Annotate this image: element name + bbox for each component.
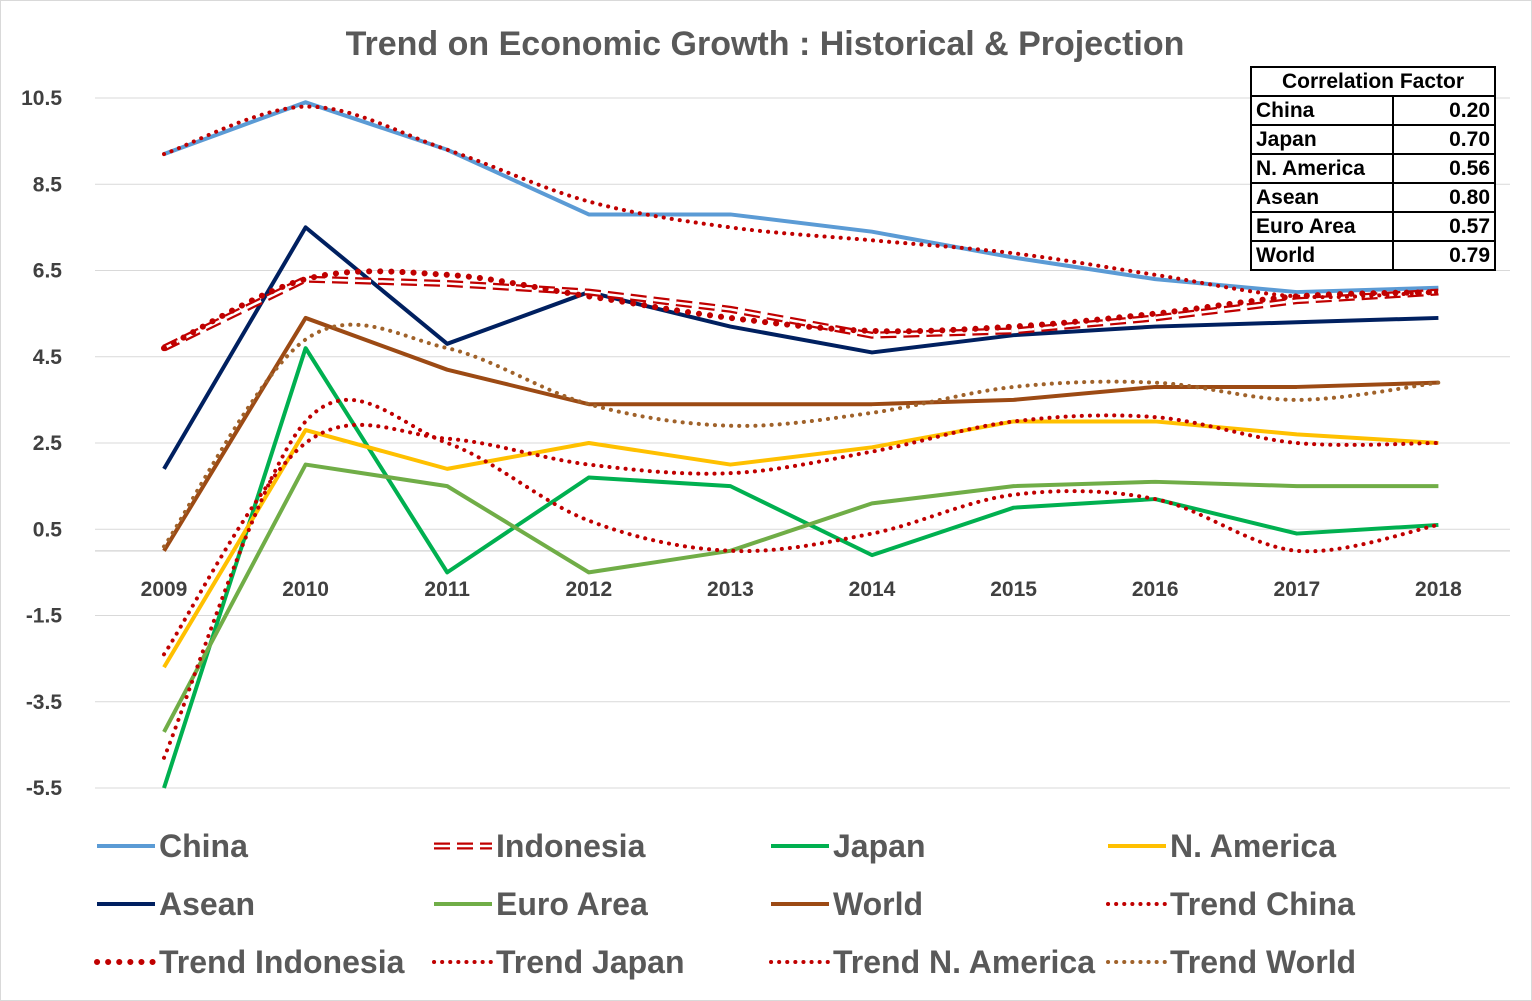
legend-label: Euro Area xyxy=(496,886,648,922)
x-tick-label: 2018 xyxy=(1415,578,1462,601)
y-tick-label: 2.5 xyxy=(33,432,63,455)
correlation-value: 0.70 xyxy=(1392,124,1496,155)
correlation-table-header: Correlation Factor xyxy=(1250,66,1496,97)
legend-label: Trend Indonesia xyxy=(159,944,405,980)
correlation-value: 0.57 xyxy=(1392,211,1496,242)
y-tick-label: 0.5 xyxy=(33,518,63,541)
y-tick-label: 8.5 xyxy=(33,173,63,196)
series-line-trend-world xyxy=(162,322,1441,549)
legend-item-japan: Japan xyxy=(771,828,925,864)
legend-label: Trend World xyxy=(1170,944,1356,980)
y-tick-label: -3.5 xyxy=(26,691,63,714)
legend: China Indonesia Japan N. America Asean Euro A… xyxy=(94,828,1356,980)
legend-item-trend-japan: Trend Japan xyxy=(432,944,685,980)
correlation-row: Euro Area 0.57 xyxy=(1250,211,1496,242)
legend-label: Indonesia xyxy=(496,828,646,864)
correlation-label: Asean xyxy=(1250,182,1394,213)
series-line-asean xyxy=(162,225,1439,470)
legend-label: Japan xyxy=(833,828,925,864)
y-tick-label: 4.5 xyxy=(33,346,63,369)
x-tick-label: 2015 xyxy=(990,578,1037,601)
series-line-japan xyxy=(162,346,1439,789)
legend-item-n-america: N. America xyxy=(1108,828,1336,864)
legend-label: Trend China xyxy=(1170,886,1355,922)
y-tick-label: -5.5 xyxy=(26,777,63,800)
x-tick-label: 2012 xyxy=(565,578,612,601)
legend-item-trend-indonesia: Trend Indonesia xyxy=(94,944,405,980)
y-tick-label: -1.5 xyxy=(26,605,63,628)
x-tick-label: 2009 xyxy=(141,578,188,601)
series-line-trend-china xyxy=(162,104,1441,300)
correlation-label: World xyxy=(1250,240,1394,271)
legend-label: World xyxy=(833,886,923,922)
x-tick-label: 2013 xyxy=(707,578,754,601)
legend-label: Trend N. America xyxy=(833,944,1095,980)
chart-title: Trend on Economic Growth : Historical & … xyxy=(346,25,1185,63)
correlation-row: World 0.79 xyxy=(1250,240,1496,271)
legend-item-world: World xyxy=(771,886,923,922)
legend-label: Asean xyxy=(159,886,255,922)
legend-item-china: China xyxy=(97,828,248,864)
legend-item-trend-china: Trend China xyxy=(1106,886,1355,922)
series-line-n-america xyxy=(162,419,1439,669)
correlation-row: Asean 0.80 xyxy=(1250,182,1496,213)
legend-item-asean: Asean xyxy=(97,886,255,922)
y-tick-label: 6.5 xyxy=(33,260,63,283)
series-line-trend-japan xyxy=(162,397,1441,760)
legend-label: Trend Japan xyxy=(496,944,685,980)
series-line-indonesia-inner xyxy=(163,277,1439,350)
correlation-table: Correlation Factor China 0.20 Japan 0.70 N… xyxy=(1250,66,1496,271)
series-line-euro-area xyxy=(162,462,1439,733)
correlation-label: Euro Area xyxy=(1250,211,1394,242)
x-tick-label: 2016 xyxy=(1132,578,1179,601)
series-line-trend-n-america xyxy=(162,413,1441,657)
legend-item-trend-n-america: Trend N. America xyxy=(769,944,1095,980)
legend-item-indonesia: Indonesia xyxy=(434,828,646,864)
y-tick-label: 10.5 xyxy=(21,87,62,110)
correlation-value: 0.80 xyxy=(1392,182,1496,213)
x-tick-label: 2014 xyxy=(849,578,896,601)
series-line-world xyxy=(162,315,1439,552)
legend-label: N. America xyxy=(1170,828,1336,864)
series-line-trend-indonesia xyxy=(161,268,1442,352)
correlation-row: N. America 0.56 xyxy=(1250,153,1496,184)
x-axis-ticks: 2009 2010 2011 2012 2013 2014 2015 2016 2017 2018 xyxy=(141,578,1462,601)
x-tick-label: 2011 xyxy=(424,578,470,601)
y-axis-ticks: 10.5 8.5 6.5 4.5 2.5 0.5 -1.5 -3.5 -5.5 xyxy=(21,87,62,800)
legend-item-trend-world: Trend World xyxy=(1106,944,1356,980)
correlation-row: China 0.20 xyxy=(1250,95,1496,126)
x-tick-label: 2010 xyxy=(282,578,329,601)
correlation-row: Japan 0.70 xyxy=(1250,124,1496,155)
legend-item-euro-area: Euro Area xyxy=(434,886,648,922)
correlation-value: 0.79 xyxy=(1392,240,1496,271)
correlation-value: 0.20 xyxy=(1392,95,1496,126)
correlation-label: Japan xyxy=(1250,124,1394,155)
correlation-value: 0.56 xyxy=(1392,153,1496,184)
series-line-china xyxy=(163,100,1439,295)
correlation-label: N. America xyxy=(1250,153,1394,184)
x-tick-label: 2017 xyxy=(1273,578,1320,601)
series-lines xyxy=(161,100,1442,789)
legend-label: China xyxy=(159,828,248,864)
correlation-label: China xyxy=(1250,95,1394,126)
